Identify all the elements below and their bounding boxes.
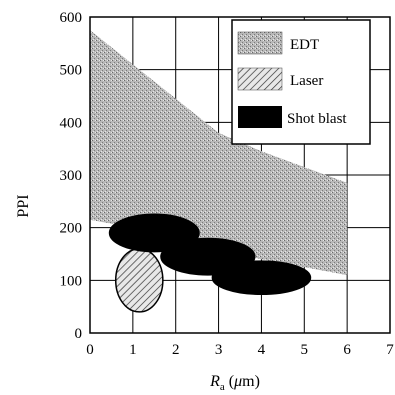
- x-tick-label: 5: [301, 342, 309, 358]
- legend: EDT Laser Shot blast: [231, 19, 371, 145]
- x-axis-label-open: (: [225, 373, 234, 390]
- y-tick-label: 200: [60, 221, 83, 237]
- y-tick-label: 100: [60, 273, 83, 289]
- x-axis-label: Ra (μm): [209, 373, 260, 393]
- x-tick-label: 6: [343, 342, 351, 358]
- y-tick-label: 0: [75, 326, 83, 342]
- plot-frame: [89, 16, 391, 334]
- x-tick-label: 2: [172, 342, 180, 358]
- y-tick-label: 600: [60, 10, 83, 26]
- laser-series: [114, 247, 164, 313]
- shot-blast-region: [211, 260, 312, 296]
- y-tick-label: 500: [60, 63, 83, 79]
- x-axis-label-mu: μ: [233, 373, 242, 390]
- legend-swatch-laser: [237, 67, 283, 91]
- x-axis-label-sub: a: [220, 381, 225, 393]
- y-axis-label: PPI: [15, 194, 32, 217]
- y-tick-label: 400: [60, 115, 83, 131]
- legend-swatch-shot-blast: [238, 106, 282, 128]
- x-tick-label: 7: [386, 342, 394, 358]
- legend-label-edt: EDT: [290, 37, 319, 53]
- x-tick-label: 0: [86, 342, 94, 358]
- x-axis-label-main: R: [209, 373, 220, 390]
- x-axis-label-unit: m): [242, 373, 260, 390]
- y-tick-label: 300: [60, 168, 83, 184]
- x-tick-label: 4: [258, 342, 266, 358]
- x-tick-label: 3: [215, 342, 223, 358]
- y-tick-labels: 0 100 200 300 400 500 600: [60, 10, 83, 342]
- legend-swatch-edt: [237, 31, 283, 55]
- x-tick-label: 1: [129, 342, 137, 358]
- legend-label-laser: Laser: [290, 73, 323, 89]
- shot-blast-series: [108, 213, 312, 296]
- x-tick-labels: 0 1 2 3 4 5 6 7: [86, 342, 394, 358]
- laser-region: [114, 247, 164, 313]
- legend-label-shot-blast: Shot blast: [287, 111, 347, 127]
